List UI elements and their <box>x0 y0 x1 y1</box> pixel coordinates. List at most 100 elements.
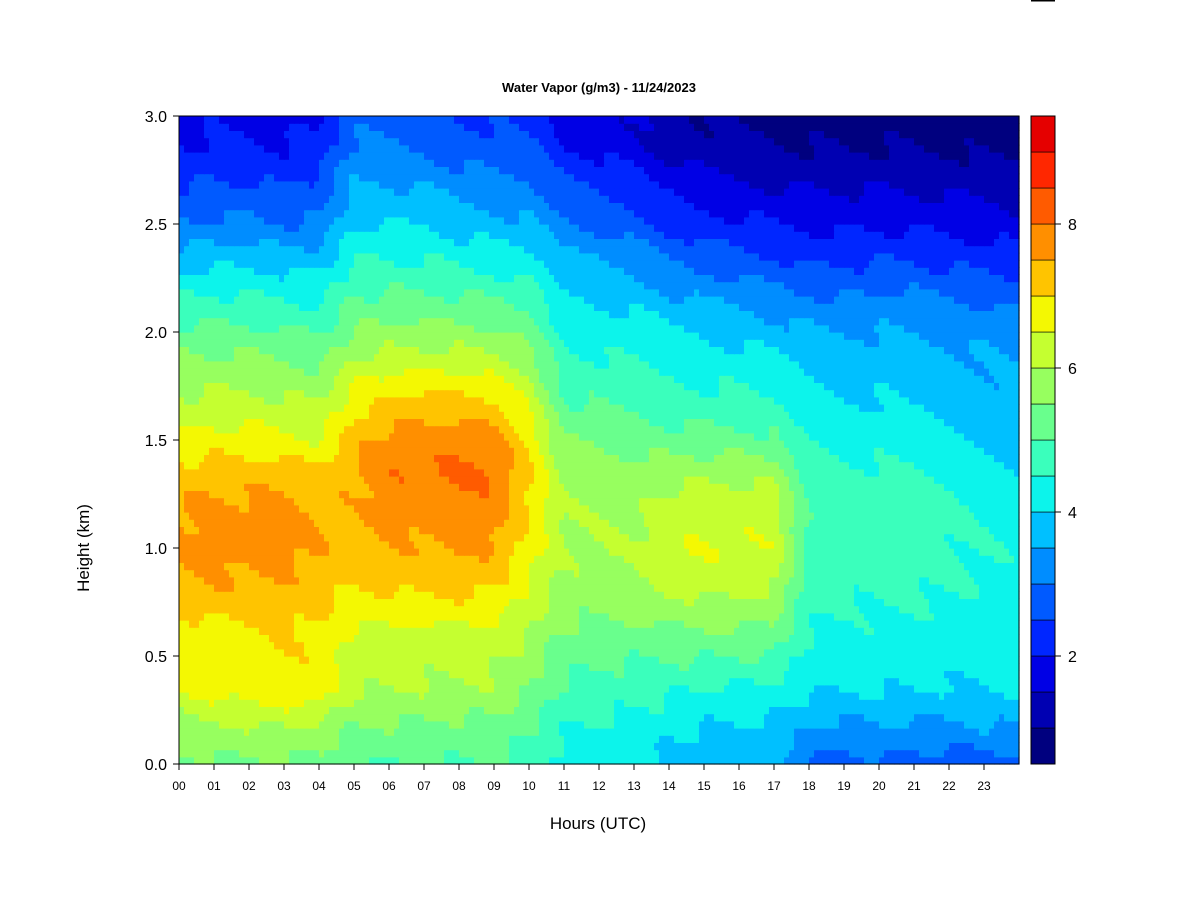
heatmap-cell <box>499 656 505 664</box>
heatmap-cell <box>474 742 480 751</box>
heatmap-cell <box>939 706 945 715</box>
heatmap-cell <box>209 663 215 671</box>
heatmap-cell <box>984 720 990 729</box>
heatmap-cell <box>514 720 520 729</box>
heatmap-cell <box>804 735 810 743</box>
heatmap-cell <box>664 728 670 736</box>
heatmap-cell <box>499 648 505 657</box>
heatmap-cell <box>644 728 650 736</box>
heatmap-cell <box>259 735 265 743</box>
heatmap-cell <box>544 742 550 751</box>
heatmap-cell <box>399 569 405 578</box>
heatmap-cell <box>919 627 925 635</box>
heatmap-cell <box>654 576 660 585</box>
heatmap-cell <box>749 562 755 571</box>
heatmap-cell <box>819 555 825 563</box>
heatmap-cell <box>304 706 310 715</box>
heatmap-cell <box>604 598 610 607</box>
heatmap-cell <box>849 670 855 679</box>
heatmap-cell <box>729 742 735 751</box>
heatmap-cell <box>404 749 410 758</box>
heatmap-cell <box>974 648 980 657</box>
heatmap-cell <box>624 620 630 628</box>
heatmap-cell <box>899 677 905 686</box>
heatmap-cell <box>994 663 1000 671</box>
heatmap-cell <box>494 756 500 765</box>
heatmap-cell <box>714 648 720 657</box>
heatmap-cell <box>969 648 975 657</box>
heatmap-cell <box>664 677 670 686</box>
heatmap-cell <box>329 620 335 628</box>
heatmap-cell <box>949 713 955 722</box>
heatmap-cell <box>964 756 970 765</box>
heatmap-cell <box>474 605 480 614</box>
heatmap-cell <box>294 562 300 571</box>
heatmap-cell <box>484 562 490 571</box>
heatmap-cell <box>389 656 395 664</box>
heatmap-cell <box>394 605 400 614</box>
heatmap-cell <box>1004 584 1010 592</box>
heatmap-cell <box>239 634 245 643</box>
heatmap-cell <box>194 706 200 715</box>
heatmap-cell <box>674 692 680 700</box>
heatmap-cell <box>529 562 535 571</box>
heatmap-cell <box>309 627 315 635</box>
heatmap-cell <box>519 620 525 628</box>
heatmap-cell <box>784 576 790 585</box>
heatmap-cell <box>259 620 265 628</box>
heatmap-cell <box>924 584 930 592</box>
heatmap-cell <box>499 713 505 722</box>
heatmap-cell <box>514 713 520 722</box>
heatmap-cell <box>1004 720 1010 729</box>
heatmap-cell <box>814 641 820 650</box>
heatmap-cell <box>339 656 345 664</box>
heatmap-cell <box>819 706 825 715</box>
heatmap-cell <box>334 620 340 628</box>
heatmap-cell <box>934 584 940 592</box>
heatmap-cell <box>859 555 865 563</box>
heatmap-cell <box>829 749 835 758</box>
heatmap-cell <box>874 742 880 751</box>
heatmap-cell <box>1014 634 1020 643</box>
heatmap-cell <box>294 735 300 743</box>
heatmap-cell <box>494 591 500 599</box>
heatmap-cell <box>494 612 500 621</box>
heatmap-cell <box>739 670 745 679</box>
heatmap-cell <box>319 634 325 643</box>
heatmap-cell <box>774 706 780 715</box>
heatmap-cell <box>699 670 705 679</box>
heatmap-cell <box>454 548 460 556</box>
heatmap-cell <box>469 584 475 592</box>
heatmap-cell <box>879 627 885 635</box>
heatmap-cell <box>254 648 260 657</box>
heatmap-cell <box>244 728 250 736</box>
heatmap-cell <box>194 684 200 693</box>
heatmap-cell <box>364 749 370 758</box>
heatmap-cell <box>999 728 1005 736</box>
heatmap-cell <box>679 699 685 707</box>
heatmap-cell <box>584 634 590 643</box>
heatmap-cell <box>264 555 270 563</box>
heatmap-cell <box>444 605 450 614</box>
heatmap-cell <box>214 584 220 592</box>
heatmap-cell <box>779 634 785 643</box>
heatmap-cell <box>229 749 235 758</box>
heatmap-cell <box>329 735 335 743</box>
heatmap-cell <box>414 641 420 650</box>
heatmap-cell <box>884 663 890 671</box>
heatmap-cell <box>444 620 450 628</box>
heatmap-cell <box>789 591 795 599</box>
heatmap-cell <box>594 713 600 722</box>
heatmap-cell <box>544 620 550 628</box>
heatmap-cell <box>859 656 865 664</box>
heatmap-cell <box>289 641 295 650</box>
heatmap-cell <box>999 634 1005 643</box>
heatmap-cell <box>574 656 580 664</box>
heatmap-cell <box>719 756 725 765</box>
heatmap-cell <box>969 720 975 729</box>
heatmap-cell <box>479 656 485 664</box>
heatmap-cell <box>424 720 430 729</box>
heatmap-cell <box>384 713 390 722</box>
heatmap-cell <box>224 548 230 556</box>
heatmap-cell <box>544 749 550 758</box>
